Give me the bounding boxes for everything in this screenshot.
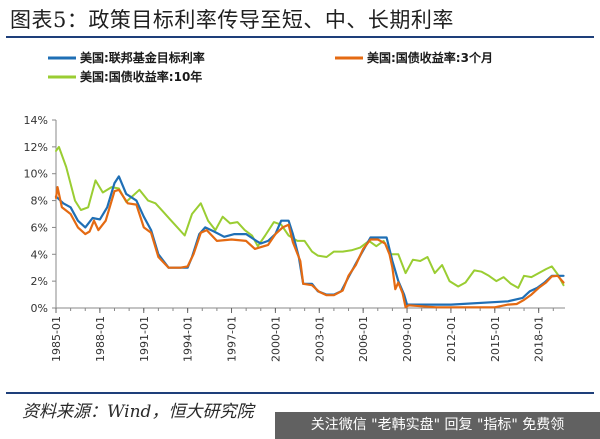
- x-tick-label: 2009-01: [401, 316, 414, 362]
- plot-area: [54, 145, 565, 309]
- line-chart: 美国:联邦基金目标利率 美国:国债收益率:3个月 美国:国债收益率:10年 0%…: [24, 50, 565, 362]
- y-tick-label: 10%: [24, 168, 48, 181]
- x-axis: 1985-01 1988-01 1991-01 1994-01 1997-01 2000-…: [50, 307, 565, 362]
- y-tick-label: 6%: [31, 221, 48, 234]
- x-tick-label: 1991-01: [138, 316, 151, 362]
- legend: 美国:联邦基金目标利率 美国:国债收益率:3个月 美国:国债收益率:10年: [48, 50, 493, 84]
- y-tick-label: 8%: [31, 195, 48, 208]
- watermark-banner: 关注微信 "老韩实盘" 回复 "指标" 免费领: [275, 412, 600, 439]
- x-tick-label: 2018-01: [533, 316, 546, 362]
- ten-year-yield-line: [55, 145, 565, 289]
- legend-label-10y-yield: 美国:国债收益率:10年: [80, 69, 202, 84]
- x-tick-label: 2000-01: [269, 316, 282, 362]
- x-tick-label: 1994-01: [182, 316, 195, 362]
- x-tick-label: 2012-01: [445, 316, 458, 362]
- y-axis: 0% 2% 4% 6% 8% 10% 12% 14%: [24, 114, 57, 315]
- title-divider: [6, 36, 594, 38]
- y-tick-label: 4%: [31, 248, 48, 261]
- x-tick-label: 2003-01: [313, 316, 326, 362]
- y-tick-label: 0%: [31, 302, 48, 315]
- source-note: 资料来源：Wind，恒大研究院: [22, 402, 254, 422]
- x-tick-label: 2006-01: [357, 316, 370, 362]
- x-tick-label: 2015-01: [489, 316, 502, 362]
- legend-label-3m-yield: 美国:国债收益率:3个月: [367, 50, 493, 65]
- chart-title: 图表5：政策目标利率传导至短、中、长期利率: [10, 8, 454, 32]
- y-tick-label: 2%: [31, 275, 48, 288]
- y-tick-label: 12%: [24, 141, 48, 154]
- x-tick-label: 1985-01: [50, 316, 63, 362]
- footer-divider: [6, 392, 594, 394]
- three-month-yield-line: [54, 186, 565, 309]
- x-tick-label: 1997-01: [226, 316, 239, 362]
- fed-funds-line: [54, 175, 565, 306]
- x-tick-label: 1988-01: [94, 316, 107, 362]
- legend-label-fed-funds: 美国:联邦基金目标利率: [80, 50, 205, 65]
- y-tick-label: 14%: [24, 114, 48, 127]
